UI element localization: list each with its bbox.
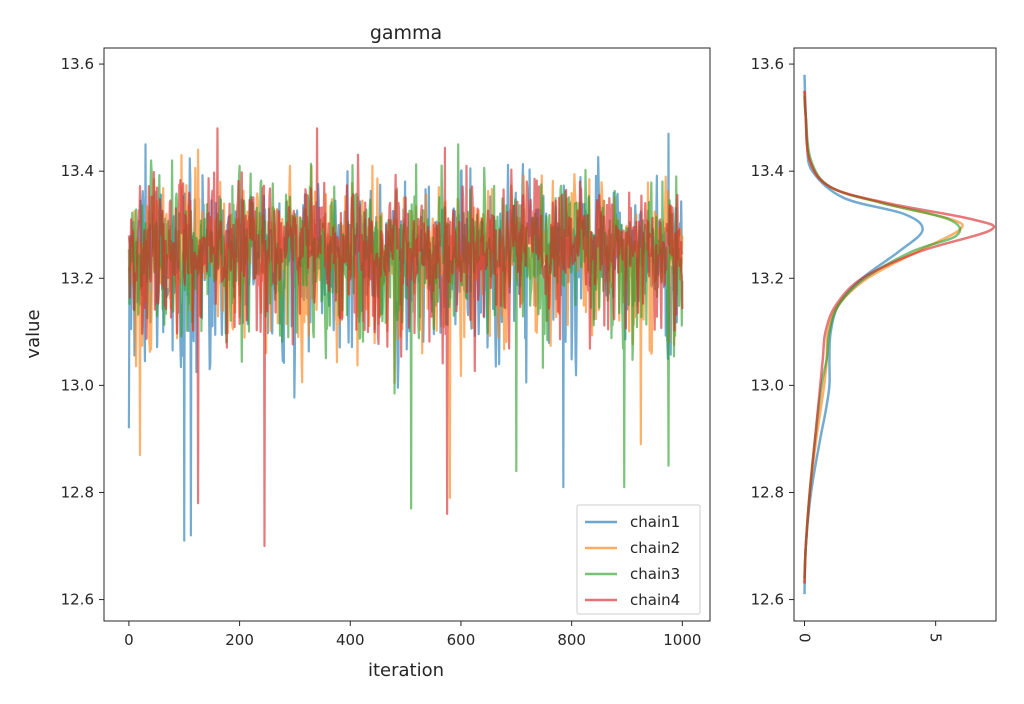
density-y-tick-label: 13.4 <box>751 162 784 180</box>
x-tick-label: 600 <box>447 631 476 649</box>
x-tick-label: 1000 <box>663 631 701 649</box>
y-tick-label: 13.0 <box>61 376 94 394</box>
x-tick-label: 400 <box>336 631 365 649</box>
y-axis-label: value <box>23 309 44 358</box>
density-y-tick-label: 13.0 <box>751 376 784 394</box>
legend-label-chain2: chain2 <box>630 539 680 557</box>
density-y-tick-label: 13.6 <box>751 55 784 73</box>
chart-title: gamma <box>370 22 442 44</box>
x-axis-label: iteration <box>368 660 444 681</box>
y-tick-label: 13.2 <box>61 269 94 287</box>
x-tick-label: 200 <box>225 631 254 649</box>
x-tick-label: 0 <box>124 631 134 649</box>
density-y-ticks: 12.6 12.8 13.0 13.2 13.4 13.6 <box>751 55 794 609</box>
trace-lines <box>129 128 682 546</box>
density-y-tick-label: 12.6 <box>751 591 784 609</box>
density-x-tick-label: 0 <box>795 633 813 643</box>
density-chain3-curve <box>804 96 960 578</box>
trace-panel: gamma 0 200 400 600 800 1000 12.6 12.8 13.0 13.2… <box>23 22 710 681</box>
trace-x-ticks: 0 200 400 600 800 1000 <box>124 621 701 649</box>
legend-label-chain3: chain3 <box>630 565 680 583</box>
x-tick-label: 800 <box>557 631 586 649</box>
y-tick-label: 13.4 <box>61 162 94 180</box>
density-chain1-curve <box>804 75 922 594</box>
legend-label-chain4: chain4 <box>630 591 680 609</box>
density-y-tick-label: 12.8 <box>751 483 784 501</box>
density-lines <box>804 75 993 594</box>
y-tick-label: 12.6 <box>61 591 94 609</box>
density-chain4-curve <box>804 91 993 584</box>
y-tick-label: 13.6 <box>61 55 94 73</box>
trace-y-ticks: 12.6 12.8 13.0 13.2 13.4 13.6 <box>61 55 104 609</box>
legend: chain1 chain2 chain3 chain4 <box>577 505 700 614</box>
y-tick-label: 12.8 <box>61 483 94 501</box>
density-y-tick-label: 13.2 <box>751 269 784 287</box>
legend-label-chain1: chain1 <box>630 513 680 531</box>
density-x-tick-label: 5 <box>927 633 945 643</box>
